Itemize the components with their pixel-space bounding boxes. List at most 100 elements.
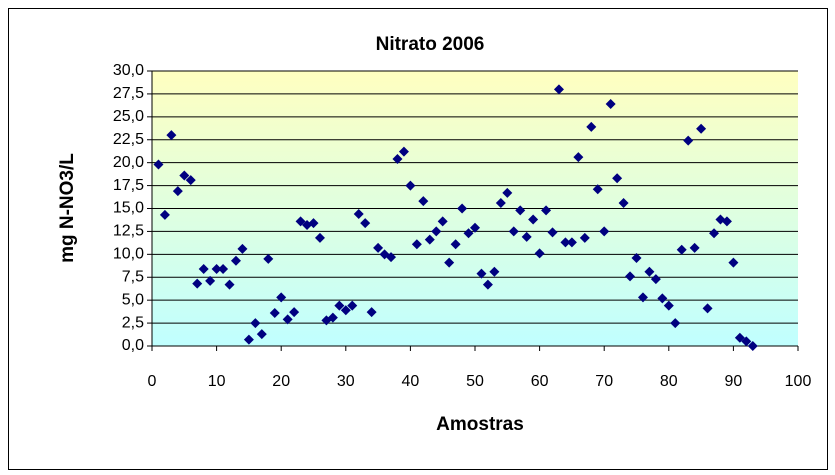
point [612,173,623,184]
point [605,99,616,109]
point [676,244,687,255]
point [521,231,532,242]
point [547,227,558,238]
point [670,318,681,329]
y-tick-label: 0,0 [122,337,144,354]
point [592,184,603,195]
point [237,243,248,254]
point [424,234,435,245]
point [230,255,241,266]
point [450,239,461,250]
point [347,300,358,311]
point [185,175,196,186]
point [366,307,377,318]
point [734,332,745,343]
point [360,218,371,229]
point [663,300,674,311]
x-tick-label: 40 [402,373,420,390]
chart-title: Nitrato 2006 [376,34,485,55]
point [373,242,384,253]
point [702,303,713,314]
point [553,84,564,95]
point [534,248,545,259]
x-tick-label: 70 [595,373,613,390]
point [644,266,655,277]
point [295,216,306,227]
y-tick-label: 2,5 [122,314,144,331]
point [502,187,513,198]
point [457,203,468,214]
point [314,232,325,243]
point [282,314,293,325]
point [353,209,364,219]
point [573,152,584,163]
point [153,159,164,170]
x-tick-label: 80 [660,373,678,390]
point [269,308,280,318]
point [625,271,636,282]
point [276,292,287,303]
x-tick-label: 90 [725,373,743,390]
point [211,264,222,274]
y-axis-title: mg N-NO3/L [57,153,78,263]
y-tick-label: 10,0 [113,246,144,263]
point [728,257,739,268]
point [166,130,177,141]
point [650,274,661,285]
point [515,205,526,216]
point [689,242,700,253]
point [579,232,590,243]
y-tick-label: 12,5 [113,223,144,240]
x-tick-label: 20 [272,373,290,390]
x-tick-label: 30 [337,373,355,390]
point [637,292,648,303]
point [508,226,519,237]
point [418,196,429,207]
point [289,307,300,318]
point [470,222,480,233]
point [192,278,203,289]
point [198,264,209,274]
point [495,198,506,208]
point [528,214,539,225]
point [308,218,319,229]
y-tick-label: 27,5 [113,85,144,102]
point [599,226,610,237]
x-tick-label: 50 [466,373,484,390]
point [334,300,345,311]
point [256,329,267,340]
point [159,209,170,220]
y-tick-label: 5,0 [122,291,144,308]
point [560,237,571,248]
point [463,228,474,239]
point [405,180,416,191]
point [618,198,629,208]
point [437,216,448,227]
x-tick-label: 60 [531,373,549,390]
point [327,312,338,323]
y-tick-label: 17,5 [113,177,144,194]
point [218,264,229,274]
point [696,123,707,134]
point [541,205,552,216]
point [398,146,409,157]
x-axis-title: Amostras [436,414,524,435]
point [392,154,403,164]
point [709,228,720,239]
point [224,279,235,290]
y-tick-label: 25,0 [113,108,144,125]
y-tick-label: 15,0 [113,200,144,217]
point [683,135,694,146]
x-tick-label: 10 [208,373,226,390]
point [243,334,254,345]
x-tick-label: 100 [785,373,812,390]
point [631,253,642,263]
point [657,293,668,304]
point [482,279,493,290]
point [586,121,597,132]
point [411,239,422,250]
y-tick-label: 7,5 [122,268,144,285]
point [747,341,758,351]
point [489,266,500,277]
point [741,336,752,347]
